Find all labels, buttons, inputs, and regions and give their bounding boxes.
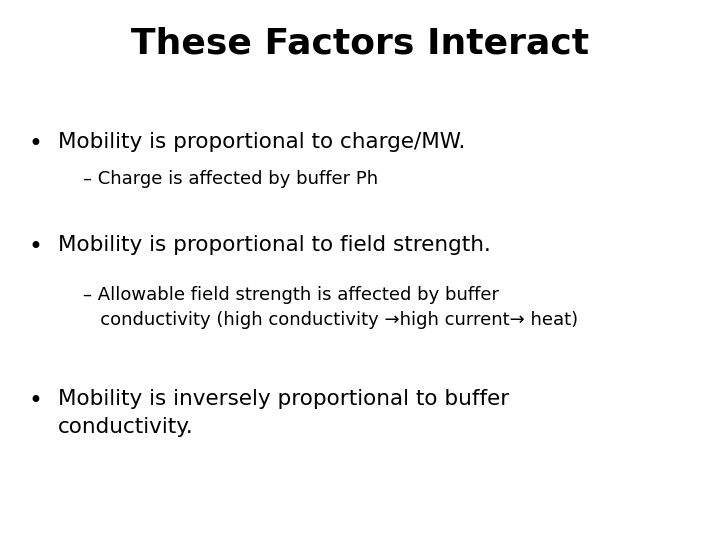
Text: Mobility is proportional to field strength.: Mobility is proportional to field streng… <box>58 235 490 255</box>
Text: •: • <box>29 132 42 156</box>
Text: Mobility is proportional to charge/MW.: Mobility is proportional to charge/MW. <box>58 132 465 152</box>
Text: – Allowable field strength is affected by buffer
   conductivity (high conductiv: – Allowable field strength is affected b… <box>83 286 578 329</box>
Text: These Factors Interact: These Factors Interact <box>131 27 589 61</box>
Text: •: • <box>29 389 42 413</box>
Text: – Charge is affected by buffer Ph: – Charge is affected by buffer Ph <box>83 170 378 188</box>
Text: Mobility is inversely proportional to buffer
conductivity.: Mobility is inversely proportional to bu… <box>58 389 509 437</box>
Text: •: • <box>29 235 42 259</box>
